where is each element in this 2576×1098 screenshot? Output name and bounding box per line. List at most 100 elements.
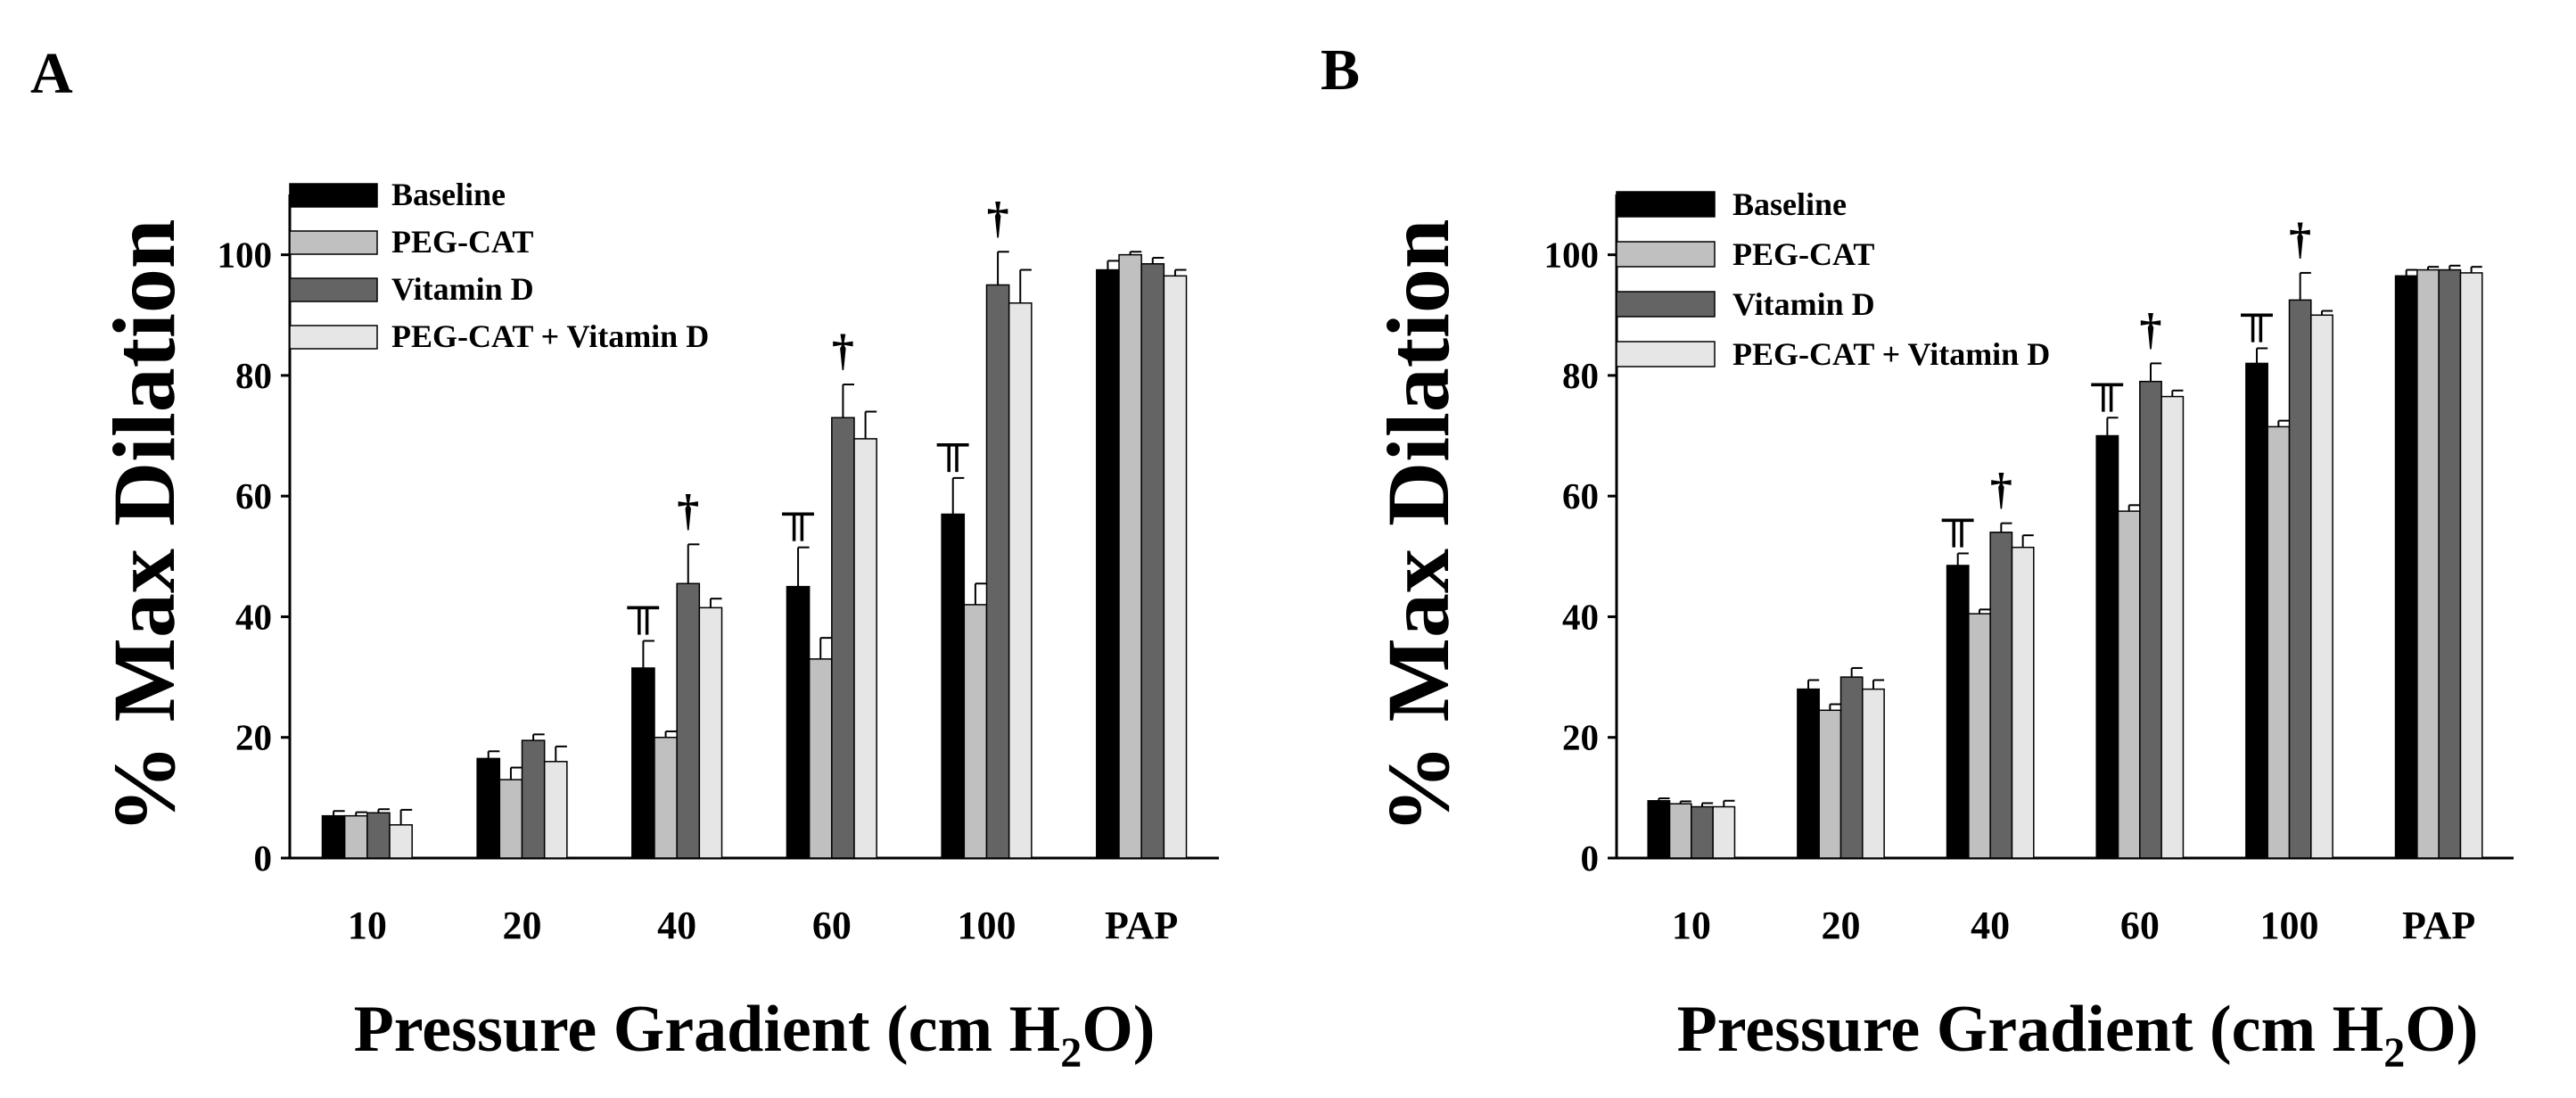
x-tick-label: 20 <box>1822 904 1861 947</box>
y-tick-label: 20 <box>1562 717 1599 758</box>
x-axis-label-main: Pressure Gradient (cm H <box>1677 993 2384 1066</box>
legend-swatch <box>289 183 378 208</box>
bar <box>1818 709 1842 859</box>
bar <box>2394 275 2418 859</box>
x-tick-label: 10 <box>1672 904 1711 947</box>
bar <box>941 513 966 859</box>
dagger-annotation: † <box>2289 213 2311 263</box>
legend-swatch <box>1616 291 1716 318</box>
bar <box>698 607 723 859</box>
bar <box>521 739 546 859</box>
y-tick-label: 100 <box>218 235 273 276</box>
bar <box>1968 613 1991 859</box>
legend-label: Vitamin D <box>1732 286 1875 322</box>
bar <box>808 658 833 859</box>
legend-swatch <box>289 230 378 255</box>
bar <box>1008 301 1033 859</box>
legend-swatch <box>289 325 378 350</box>
bar <box>985 284 1010 859</box>
chart-panel-a: A 0 20 40 60 80 100 % Max Dilation Pressure Grad… <box>30 41 1219 1077</box>
bar <box>1862 688 1885 859</box>
bar <box>2288 299 2312 859</box>
y-tick-label: 80 <box>235 355 272 396</box>
bar <box>2459 272 2483 859</box>
bar <box>1118 253 1142 859</box>
legend-label: Vitamin D <box>391 271 534 307</box>
bar <box>1163 275 1188 859</box>
x-tick-label: 100 <box>958 904 1016 947</box>
y-axis-label: % Max Dilation <box>1369 219 1468 834</box>
bar <box>321 814 346 859</box>
bar <box>963 604 988 859</box>
x-axis-label-subscript: 2 <box>2383 1029 2405 1077</box>
bar <box>1797 688 1820 859</box>
bar <box>2438 268 2462 859</box>
x-axis-label-subscript: 2 <box>1060 1029 1082 1077</box>
legend-swatch <box>1616 191 1716 218</box>
bar <box>543 761 568 859</box>
y-tick-label: 100 <box>1544 235 1600 276</box>
dagger-annotation: † <box>1990 464 2012 514</box>
bar <box>498 779 523 859</box>
legend-label: Baseline <box>391 177 506 212</box>
dagger-annotation: † <box>677 484 699 534</box>
bar <box>2095 434 2119 859</box>
x-tick-label: 40 <box>657 904 696 947</box>
y-tick-label: 60 <box>1562 475 1599 516</box>
x-tick-label: 40 <box>1971 904 2010 947</box>
x-axis-label: Pressure Gradient (cm H2O) <box>1677 993 2479 1077</box>
legend-label: Baseline <box>1732 186 1847 222</box>
significance-annotation: ╥ <box>627 582 660 636</box>
dagger-annotation: † <box>987 192 1009 242</box>
x-tick-label: PAP <box>2402 904 2475 947</box>
y-tick-label: 20 <box>235 717 272 758</box>
bar <box>476 757 501 859</box>
legend-swatch <box>289 277 378 302</box>
panel-letter: B <box>1321 37 1360 103</box>
bar <box>654 736 678 859</box>
bar <box>366 812 391 859</box>
bar <box>343 814 368 859</box>
x-tick-label: 20 <box>503 904 542 947</box>
bar <box>853 438 877 859</box>
y-tick-label: 40 <box>235 596 272 637</box>
dagger-annotation: † <box>2139 303 2161 353</box>
bar <box>1668 803 1692 859</box>
significance-annotation: ╥ <box>2240 288 2273 343</box>
x-axis-label-end: O) <box>2405 993 2478 1066</box>
y-axis-label: % Max Dilation <box>95 219 193 834</box>
x-tick-label: PAP <box>1105 904 1178 947</box>
significance-annotation: ╥ <box>2091 358 2124 412</box>
legend-label: PEG-CAT + Vitamin D <box>391 318 709 354</box>
bar <box>2160 395 2185 859</box>
x-axis-label-main: Pressure Gradient (cm H <box>354 993 1061 1066</box>
y-tick-label: 0 <box>254 838 273 879</box>
x-tick-label: 60 <box>2120 904 2160 947</box>
legend-swatch <box>1616 241 1716 268</box>
x-axis-label-end: O) <box>1082 993 1155 1066</box>
bar <box>1647 799 1671 859</box>
bar <box>389 824 413 859</box>
bar <box>2267 425 2291 859</box>
bar <box>1691 805 1714 859</box>
legend-label: PEG-CAT <box>1732 236 1874 272</box>
x-tick-label: 100 <box>2260 904 2319 947</box>
bar <box>2245 362 2268 859</box>
significance-annotation: ╥ <box>936 418 969 473</box>
bar <box>831 417 855 859</box>
bar <box>1096 268 1120 859</box>
bar <box>2011 546 2035 859</box>
y-tick-label: 60 <box>235 475 272 516</box>
y-tick-label: 0 <box>1581 838 1600 879</box>
x-tick-label: 10 <box>348 904 387 947</box>
bar <box>786 585 811 859</box>
panel-letter: A <box>30 41 73 106</box>
bar <box>1946 565 1970 859</box>
bar <box>676 582 701 859</box>
bar <box>2117 510 2141 859</box>
bar <box>2139 380 2162 859</box>
dagger-annotation: † <box>832 325 854 375</box>
legend-label: PEG-CAT <box>391 224 533 260</box>
chart-panel-b: B 0 20 40 60 80 100 % Max Dilation Pressure Grad… <box>1321 37 2514 1077</box>
